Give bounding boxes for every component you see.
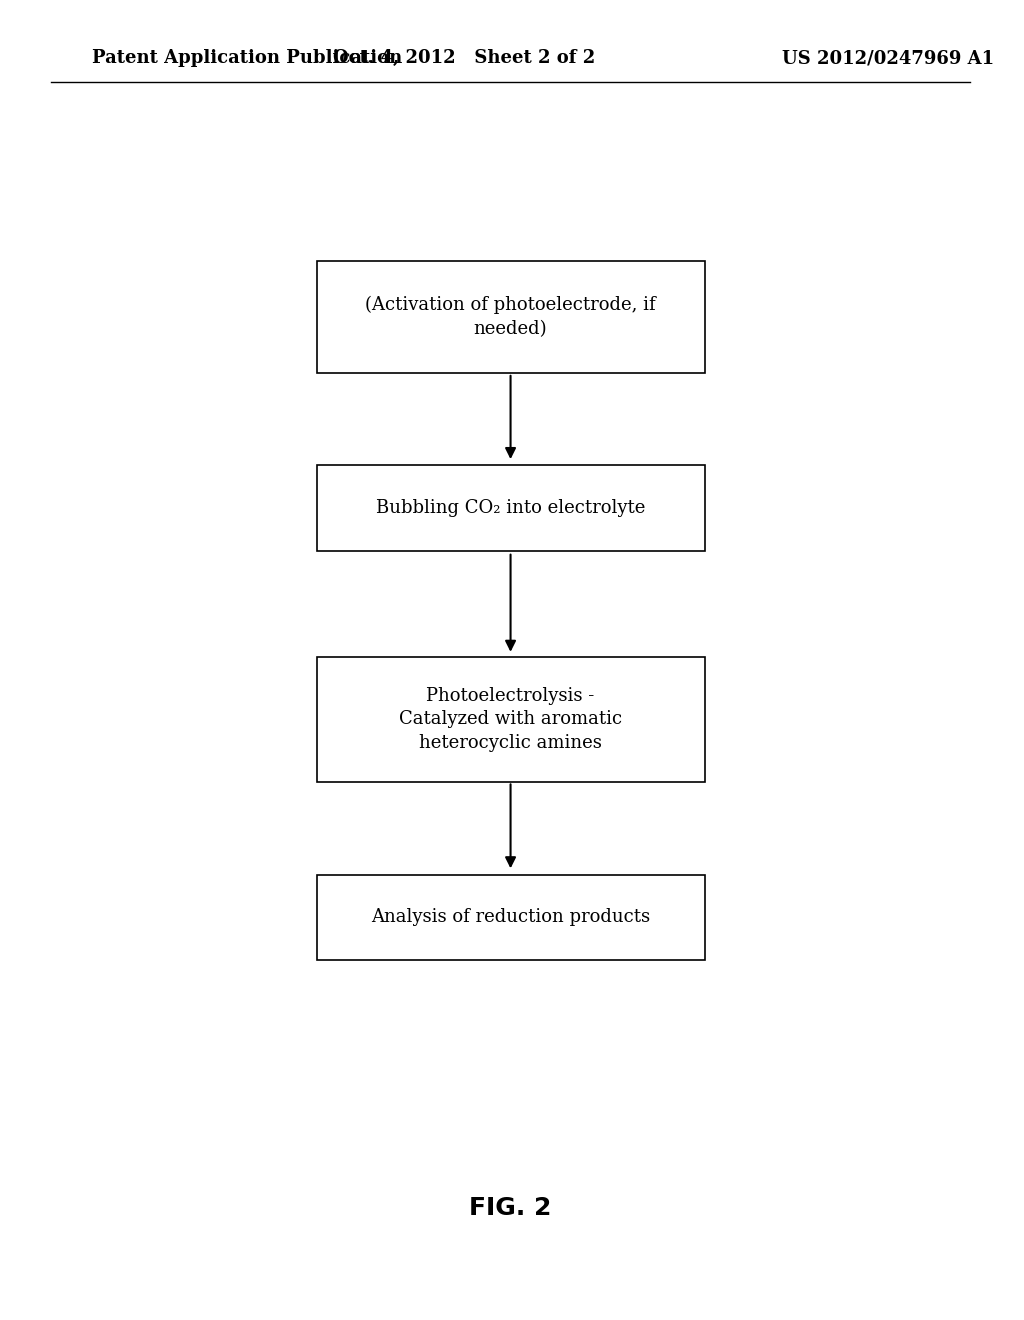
Text: US 2012/0247969 A1: US 2012/0247969 A1	[782, 49, 994, 67]
Text: Bubbling CO₂ into electrolyte: Bubbling CO₂ into electrolyte	[376, 499, 645, 517]
FancyBboxPatch shape	[316, 261, 705, 372]
FancyBboxPatch shape	[316, 875, 705, 961]
FancyBboxPatch shape	[316, 656, 705, 781]
Text: Photoelectrolysis -
Catalyzed with aromatic
heterocyclic amines: Photoelectrolysis - Catalyzed with aroma…	[399, 686, 623, 752]
Text: Analysis of reduction products: Analysis of reduction products	[371, 908, 650, 927]
Text: FIG. 2: FIG. 2	[469, 1196, 552, 1220]
Text: (Activation of photoelectrode, if
needed): (Activation of photoelectrode, if needed…	[366, 296, 655, 338]
Text: Patent Application Publication: Patent Application Publication	[92, 49, 402, 67]
FancyBboxPatch shape	[316, 466, 705, 552]
Text: Oct. 4, 2012   Sheet 2 of 2: Oct. 4, 2012 Sheet 2 of 2	[334, 49, 596, 67]
